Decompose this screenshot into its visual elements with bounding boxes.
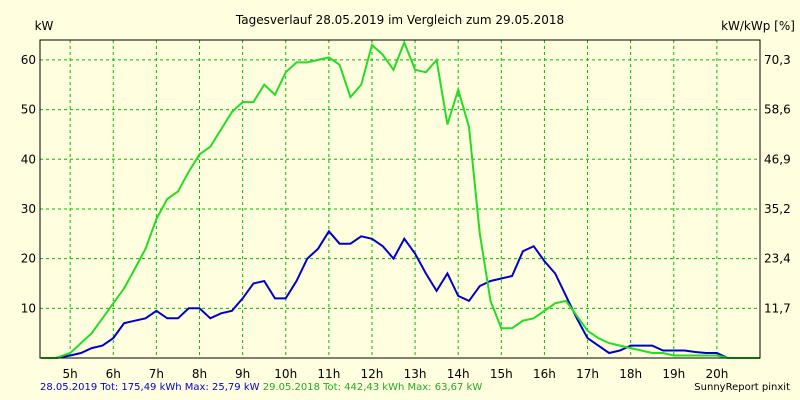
x-tick-label: 17h <box>576 367 599 381</box>
y-tick-label-right: 58,6 <box>764 103 791 117</box>
y-axis-right-label: kW/kWp [%] <box>721 19 795 33</box>
y-tick-label-right: 70,3 <box>764 53 791 67</box>
y-tick-label-left: 10 <box>21 301 36 315</box>
y-tick-label-left: 40 <box>21 152 36 166</box>
legend-series-2019: 28.05.2019 Tot: 175,49 kWh Max: 25,79 kW <box>40 382 260 393</box>
x-tick-label: 9h <box>235 367 250 381</box>
x-tick-label: 6h <box>106 367 121 381</box>
x-tick-label: 12h <box>361 367 384 381</box>
y-tick-label-left: 20 <box>21 252 36 266</box>
y-tick-label-left: 60 <box>21 53 36 67</box>
credit-text: SunnyReport pinxit <box>694 382 790 393</box>
plot-frame <box>39 39 761 359</box>
x-tick-label: 10h <box>274 367 297 381</box>
x-tick-label: 8h <box>192 367 207 381</box>
y-tick-label-left: 30 <box>21 202 36 216</box>
x-tick-label: 19h <box>662 367 685 381</box>
plot-area: 10 11,7 20 23,4 30 35,2 40 46,9 50 58,6 60 70,3 5h 6h… <box>21 39 791 381</box>
x-tick-label: 14h <box>447 367 470 381</box>
x-tick-label: 11h <box>317 367 340 381</box>
y-tick-label-right: 11,7 <box>764 301 791 315</box>
y-tick-label-right: 35,2 <box>764 202 791 216</box>
x-tick-label: 7h <box>149 367 164 381</box>
chart-title: Tagesverlauf 28.05.2019 im Vergleich zum… <box>235 13 564 27</box>
y-tick-label-left: 50 <box>21 103 36 117</box>
series-line-2019 <box>41 229 760 359</box>
x-tick-label: 18h <box>619 367 642 381</box>
x-tick-label: 13h <box>404 367 427 381</box>
legend-footer: 28.05.2019 Tot: 175,49 kWh Max: 25,79 kW… <box>40 382 482 393</box>
y-tick-label-right: 46,9 <box>764 152 791 166</box>
x-tick-label: 15h <box>490 367 513 381</box>
legend-series-2018: 29.05.2018 Tot: 442,43 kWh Max: 63,67 kW <box>262 382 483 393</box>
y-axis-left-label: kW <box>35 19 54 33</box>
series-line-2018 <box>41 39 760 359</box>
y-tick-label-right: 23,4 <box>764 252 791 266</box>
x-tick-label: 5h <box>63 367 78 381</box>
x-tick-label: 16h <box>533 367 556 381</box>
x-tick-label: 20h <box>705 367 728 381</box>
